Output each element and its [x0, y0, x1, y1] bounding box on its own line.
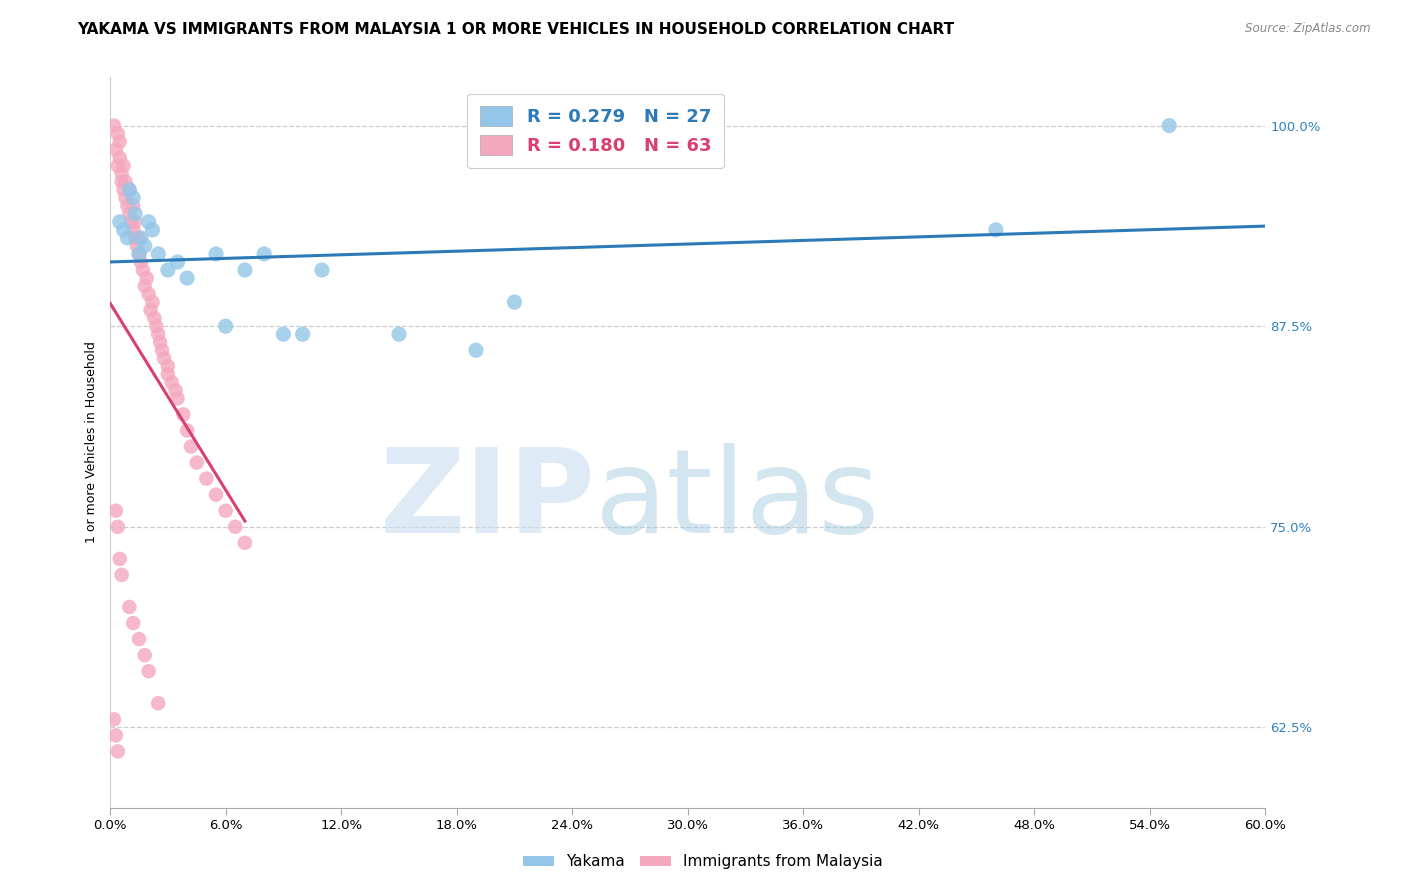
Point [214, 319, 236, 334]
Point [138, 287, 160, 301]
Point [143, 311, 166, 326]
Point [156, 359, 179, 374]
Point [104, 143, 127, 157]
Point [112, 223, 135, 237]
Point [205, 488, 228, 502]
Text: Source: ZipAtlas.com: Source: ZipAtlas.com [1246, 22, 1371, 36]
Point [108, 215, 131, 229]
Point [148, 696, 170, 710]
Point [134, 279, 156, 293]
Point [291, 327, 314, 342]
Point [108, 135, 131, 149]
Point [107, 127, 129, 141]
Point [166, 255, 188, 269]
Point [111, 167, 134, 181]
Point [108, 552, 131, 566]
Point [107, 159, 129, 173]
Point [141, 223, 163, 237]
Point [176, 271, 198, 285]
Point [112, 159, 135, 173]
Point [122, 615, 145, 630]
Point [145, 319, 167, 334]
Point [124, 207, 146, 221]
Point [104, 504, 127, 518]
Point [156, 368, 179, 382]
Point [118, 599, 141, 614]
Point [150, 343, 173, 358]
Point [253, 247, 276, 261]
Point [114, 191, 136, 205]
Point [1159, 119, 1181, 133]
Y-axis label: 1 or more Vehicles in Household: 1 or more Vehicles in Household [86, 342, 98, 543]
Point [129, 255, 152, 269]
Point [128, 632, 150, 646]
Point [129, 231, 152, 245]
Point [149, 335, 172, 350]
Point [388, 327, 411, 342]
Point [124, 215, 146, 229]
Point [114, 175, 136, 189]
Point [205, 247, 228, 261]
Point [103, 119, 125, 133]
Text: YAKAMA VS IMMIGRANTS FROM MALAYSIA 1 OR MORE VEHICLES IN HOUSEHOLD CORRELATION C: YAKAMA VS IMMIGRANTS FROM MALAYSIA 1 OR … [77, 22, 955, 37]
Point [138, 215, 160, 229]
Point [186, 456, 208, 470]
Point [103, 712, 125, 726]
Legend: Yakama, Immigrants from Malaysia: Yakama, Immigrants from Malaysia [517, 848, 889, 875]
Point [120, 215, 142, 229]
Point [166, 392, 188, 406]
Point [135, 271, 157, 285]
Point [180, 440, 202, 454]
Point [214, 504, 236, 518]
Point [153, 351, 176, 366]
Point [128, 247, 150, 261]
Point [273, 327, 295, 342]
Point [233, 263, 256, 277]
Point [141, 295, 163, 310]
Point [128, 231, 150, 245]
Point [311, 263, 333, 277]
Point [128, 247, 150, 261]
Point [148, 327, 170, 342]
Point [233, 536, 256, 550]
Point [176, 424, 198, 438]
Point [111, 568, 134, 582]
Point [465, 343, 488, 358]
Point [122, 191, 145, 205]
Point [107, 520, 129, 534]
Point [104, 728, 127, 742]
Point [118, 183, 141, 197]
Point [134, 648, 156, 662]
Point [111, 175, 134, 189]
Point [195, 472, 218, 486]
Text: atlas: atlas [595, 443, 880, 558]
Point [139, 303, 162, 318]
Point [125, 239, 148, 253]
Point [117, 231, 139, 245]
Point [108, 151, 131, 165]
Point [112, 183, 135, 197]
Legend: R = 0.279   N = 27, R = 0.180   N = 63: R = 0.279 N = 27, R = 0.180 N = 63 [467, 94, 724, 168]
Point [118, 207, 141, 221]
Point [107, 744, 129, 758]
Point [165, 384, 187, 398]
Text: ZIP: ZIP [380, 443, 595, 558]
Point [132, 263, 155, 277]
Point [122, 223, 145, 237]
Point [138, 664, 160, 678]
Point [984, 223, 1007, 237]
Point [117, 199, 139, 213]
Point [503, 295, 526, 310]
Point [122, 199, 145, 213]
Point [160, 376, 183, 390]
Point [148, 247, 170, 261]
Point [118, 183, 141, 197]
Point [172, 408, 194, 422]
Point [134, 239, 156, 253]
Point [224, 520, 246, 534]
Point [124, 231, 146, 245]
Point [156, 263, 179, 277]
